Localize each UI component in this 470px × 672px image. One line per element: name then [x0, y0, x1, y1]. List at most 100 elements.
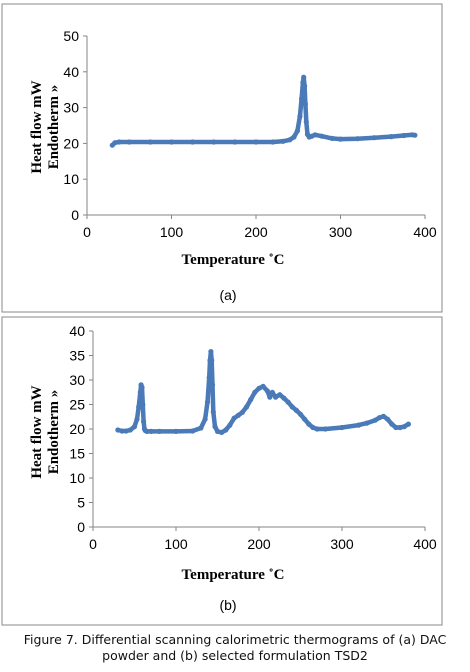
panel-b-data-point [376, 415, 382, 421]
panel-a-y-tick-label: 40 [63, 64, 79, 80]
panel-a-y-tick-label: 30 [63, 100, 79, 116]
panel-a-data-point [302, 83, 308, 89]
panel-a-ylabel-line2: Endotherm » [46, 85, 62, 170]
panel-a-data-point [232, 139, 238, 145]
panel-b-data-point [401, 424, 407, 430]
panel-b-data-point [148, 428, 154, 434]
panel-b-data-point [212, 424, 218, 430]
panel-b-y-tick-label: 40 [69, 323, 85, 339]
panel-b-data-point [206, 375, 212, 381]
panel-a-data-point [287, 137, 293, 143]
panel-b-data-point [264, 388, 270, 394]
panel-b-data-point [260, 383, 266, 389]
panel-b-data-point [141, 419, 147, 425]
panel-b-x-tick-label: 100 [164, 536, 188, 552]
panel-b-data-point [239, 409, 245, 415]
panel-a-data-point [280, 138, 286, 144]
panel-a-data-point [299, 96, 305, 102]
panel-a-ylabel-line1: Heat flow mW [29, 80, 45, 173]
panel-b-data-point [277, 392, 283, 398]
panel-b-data-point [209, 382, 216, 388]
panel-a-x-tick-label: 300 [329, 224, 353, 240]
panel-b-data-point [389, 421, 395, 427]
panel-b-data-point [252, 389, 258, 395]
panel-b-data-point [208, 349, 214, 355]
panel-b-data-point [322, 426, 328, 432]
panel-b-data-point [115, 427, 121, 433]
panel-b-chart: 0 5 10 15 20 25 30 35 40 0 100 200 300 400 Temperatu… [29, 323, 437, 613]
panel-b-xlabel: Temperature ˚C [182, 567, 285, 583]
panel-a-data-point [301, 74, 307, 80]
panel-b-data-point [198, 425, 204, 431]
panel-b-y-tick-label: 5 [77, 495, 85, 511]
panel-a-data-point [168, 139, 175, 145]
panel-a-data-point [147, 139, 153, 145]
panel-b-x-tick-label: 200 [247, 536, 271, 552]
panel-b-x-tick-label: 400 [413, 536, 437, 552]
panel-a-data-point [126, 139, 132, 145]
panel-a-label: (a) [219, 287, 236, 303]
panel-b-y-tick-label: 0 [77, 519, 85, 535]
panel-b-label: (b) [219, 597, 236, 613]
panel-b-data-point [209, 357, 215, 363]
panel-b-data-point [380, 413, 387, 419]
panel-b-data-point [210, 409, 216, 415]
panel-b-data-point [385, 416, 391, 422]
panel-b-data-point [339, 424, 345, 431]
panel-a-y-tick-label: 0 [71, 207, 79, 223]
panel-b-frame [1, 316, 443, 626]
panel-b-data-point [356, 422, 362, 428]
panel-a-y-tick-label: 50 [63, 28, 79, 44]
panel-a-data-point [337, 136, 344, 142]
panel-a-data-point [116, 139, 122, 145]
panel-a-frame [1, 3, 443, 313]
panel-a-data-point [297, 113, 303, 120]
panel-b-data-point [156, 428, 162, 434]
panel-a-data-point [294, 128, 300, 134]
panel-b-ylabel-line2: Endotherm » [46, 390, 62, 475]
panel-b-y-tick-label: 15 [69, 446, 85, 462]
panel-b-data-point [219, 429, 225, 435]
panel-b-data-point [235, 412, 241, 418]
panel-b-data-point [137, 389, 143, 395]
panel-b-data-point [190, 428, 196, 434]
panel-a-x-tick-label: 200 [244, 224, 268, 240]
panel-a-y-tick-label: 10 [63, 171, 79, 187]
panel-b-data-point [223, 427, 229, 433]
panel-b-data-point [134, 416, 140, 422]
panel-b-data-point [256, 385, 262, 391]
panel-b-data-point [202, 416, 208, 422]
panel-b-data-point [405, 421, 411, 427]
panel-b-y-tick-label: 25 [69, 397, 85, 413]
panel-b-data-point [144, 428, 150, 434]
panel-b-data-point [302, 416, 308, 422]
panel-b-data-point [281, 395, 287, 401]
panel-a-y-tick-label: 20 [63, 135, 79, 151]
panel-b-data-point [131, 424, 138, 430]
panel-b-data-point [214, 428, 221, 434]
panel-a-data-point [329, 135, 335, 141]
panel-b-data-point [248, 397, 254, 403]
panel-b-data-point [293, 407, 299, 413]
panel-b-data-point [397, 424, 403, 431]
panel-b-y-tick-label: 20 [69, 421, 85, 437]
panel-a-x-tick-label: 100 [160, 224, 184, 240]
panel-b-data-point [364, 420, 370, 426]
panel-b-y-tick-label: 30 [69, 372, 85, 388]
panel-b-data-point [123, 428, 129, 434]
panel-b-data-point [393, 424, 399, 431]
panel-b-data-point [173, 428, 179, 434]
panel-a-xlabel: Temperature ˚C [182, 252, 285, 268]
panel-a-data-point [270, 139, 276, 145]
panel-a-data-point [253, 139, 259, 145]
panel-b-data-point [204, 399, 211, 405]
panel-b-data-point [231, 415, 237, 421]
panel-a-x-tick-label: 400 [413, 224, 437, 240]
panel-b-data-point [314, 426, 320, 432]
panel-b-data-point [306, 421, 312, 427]
panel-a-data-point [190, 139, 196, 145]
panel-b-data-point [310, 424, 316, 431]
panel-b-data-point [136, 404, 142, 410]
panel-b-x-tick-label: 0 [89, 536, 97, 552]
panel-a-data-point [354, 136, 360, 142]
